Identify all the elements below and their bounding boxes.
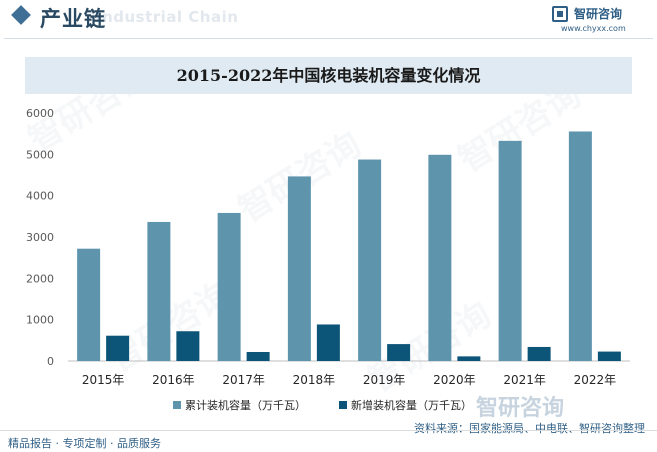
y-tick-label: 4000 xyxy=(26,190,54,203)
bar-new xyxy=(316,324,340,361)
bar-cumulative xyxy=(217,212,241,361)
legend-label: 累计装机容量（万千瓦） xyxy=(185,398,306,412)
footer-source: 资料来源：国家能源局、中电联、智研咨询整理 xyxy=(414,422,645,435)
bar-new xyxy=(527,346,551,361)
bar-cumulative xyxy=(568,131,592,361)
bar-cumulative xyxy=(358,159,382,361)
watermark-logo: 智研咨询 xyxy=(476,396,565,421)
header-divider xyxy=(4,38,653,39)
bar-new xyxy=(246,351,270,361)
legend-label: 新增装机容量（万千瓦） xyxy=(351,398,472,412)
footer-slogan: 精品报告 · 专项定制 · 品质服务 xyxy=(8,437,161,450)
y-tick-label: 0 xyxy=(47,355,54,368)
x-tick-label: 2018年 xyxy=(293,373,336,387)
x-tick-label: 2017年 xyxy=(222,373,265,387)
x-tick-label: 2020年 xyxy=(433,373,476,387)
brand-logo: 智研咨询 www.chyxx.com xyxy=(552,5,647,37)
page-header: Industrial Chain 产业链 智研咨询 www.chyxx.com xyxy=(0,0,657,38)
brand-url: www.chyxx.com xyxy=(561,24,626,33)
y-tick-label: 6000 xyxy=(26,107,54,120)
y-tick-label: 5000 xyxy=(26,148,54,161)
brand-logo-icon xyxy=(552,6,568,22)
y-tick-label: 2000 xyxy=(26,272,54,285)
bar-cumulative xyxy=(287,176,311,361)
chart-title-band: 2015-2022年中国核电装机容量变化情况 xyxy=(25,57,632,94)
chart-title: 2015-2022年中国核电装机容量变化情况 xyxy=(176,66,481,85)
x-tick-label: 2022年 xyxy=(574,373,617,387)
section-title-en: Industrial Chain xyxy=(96,8,239,26)
x-tick-label: 2019年 xyxy=(363,373,406,387)
bar-new xyxy=(457,356,481,361)
bar-cumulative xyxy=(428,154,452,361)
bar-new xyxy=(176,331,200,361)
y-tick-label: 3000 xyxy=(26,231,54,244)
y-tick-label: 1000 xyxy=(26,314,54,327)
bar-cumulative xyxy=(498,140,522,361)
x-tick-label: 2016年 xyxy=(152,373,195,387)
legend-swatch xyxy=(173,401,181,409)
legend-swatch xyxy=(339,401,347,409)
bar-cumulative xyxy=(147,221,171,361)
section-title: 产业链 xyxy=(40,7,106,31)
x-tick-label: 2015年 xyxy=(82,373,125,387)
brand-name: 智研咨询 xyxy=(574,7,623,21)
bar-new xyxy=(387,344,411,361)
footer-divider xyxy=(0,430,657,431)
x-tick-label: 2021年 xyxy=(503,373,546,387)
bar-new xyxy=(106,335,130,361)
bar-cumulative xyxy=(77,248,101,361)
bar-new xyxy=(597,351,621,361)
